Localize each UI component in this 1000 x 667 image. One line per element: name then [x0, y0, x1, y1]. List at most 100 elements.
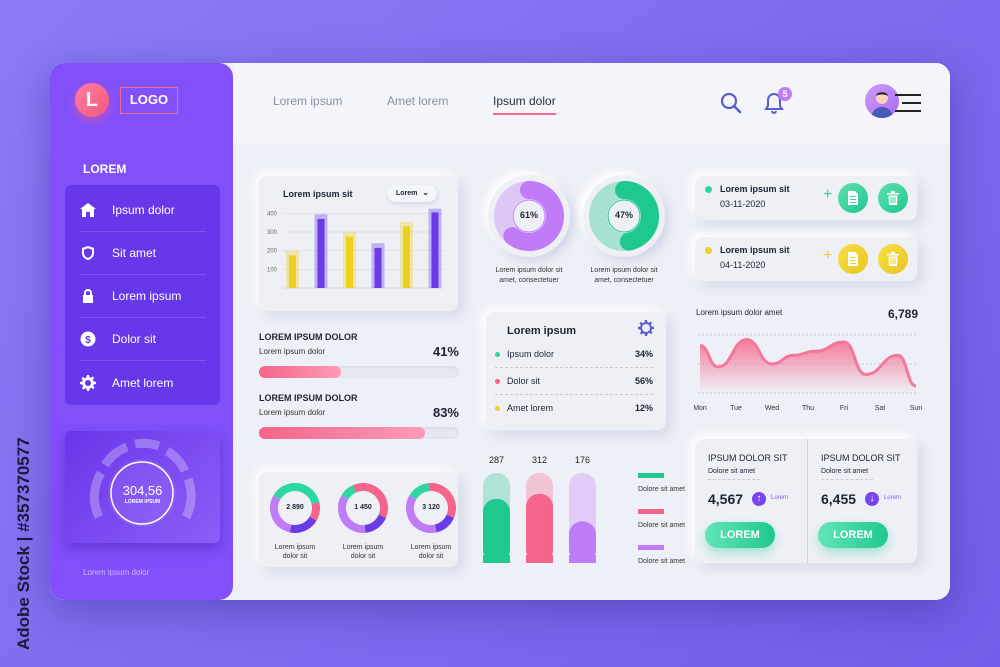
trash-icon — [887, 191, 899, 205]
sidebar-item-label: Sit amet — [112, 246, 157, 260]
progress-fill — [259, 427, 425, 439]
percent-ring: 61% — [488, 175, 570, 257]
donut-caption-line: Lorem ipsum — [274, 544, 316, 551]
donut-caption: Lorem ipsum dolor sit — [264, 543, 326, 561]
plus-icon[interactable]: + — [823, 247, 833, 264]
sidebar-item-label: Ipsum dolor — [112, 203, 175, 217]
donut-caption-line: dolor sit — [282, 553, 308, 560]
x-tick-label: Wed — [765, 405, 779, 411]
legend-swatch — [638, 509, 664, 514]
bell-icon[interactable] — [763, 91, 785, 115]
sidebar-nav: Ipsum dolor Sit amet Lorem ipsum $ Dolor … — [65, 185, 220, 405]
settings-gear-icon[interactable] — [638, 320, 654, 336]
donut-segment — [406, 483, 456, 533]
x-tick-label: Thu — [802, 405, 814, 411]
ring-chart — [494, 181, 564, 251]
legend-swatch — [638, 545, 664, 550]
gauge-value: 304,56 — [122, 483, 163, 498]
y-tick-label: 200 — [267, 249, 278, 255]
stat-action-button[interactable]: LOREM — [818, 522, 888, 548]
tab-ipsum-dolor[interactable]: Ipsum dolor — [493, 94, 556, 115]
donut-segment — [270, 483, 320, 533]
progress-fill — [259, 366, 341, 378]
delete-button[interactable] — [878, 244, 908, 274]
vertical-bars-chart: 287 Dolore sit amet 312 Dolore sit amet 176 D… — [483, 455, 685, 565]
legend-label: Amet lorem — [507, 403, 554, 413]
area-fill — [700, 339, 916, 393]
donut-value: 3 120 — [422, 504, 440, 511]
gear-icon — [80, 374, 96, 391]
delete-button[interactable] — [878, 183, 908, 213]
donut-chart — [406, 483, 456, 533]
progress-section: LOREM IPSUM DOLOR Lorem ipsum dolor 41% … — [259, 332, 459, 454]
stat-action-button[interactable]: LOREM — [705, 522, 775, 548]
donut-value: 1 450 — [354, 504, 372, 511]
legend-row: Ipsum dolor 34% — [495, 348, 653, 368]
task-card: Lorem ipsum sit 04-11-2020 + — [695, 237, 917, 281]
search-icon[interactable] — [719, 91, 743, 115]
svg-text:$: $ — [85, 335, 91, 346]
legend-dot — [495, 352, 500, 357]
period-dropdown[interactable]: Lorem ⌄ — [387, 185, 437, 202]
legend-dot — [495, 379, 500, 384]
avatar[interactable] — [865, 84, 899, 118]
percent-ring: 47% — [583, 175, 665, 257]
dropdown-value: Lorem — [396, 190, 418, 197]
plus-icon[interactable]: + — [823, 186, 833, 203]
logo-badge[interactable]: L — [75, 83, 109, 117]
sidebar-item-lorem-ipsum[interactable]: Lorem ipsum — [80, 275, 206, 318]
stat-subtitle: Dolore sit amet — [708, 468, 760, 480]
ring-caption: Lorem ipsum dolor sit amet, consectetuer — [478, 266, 580, 286]
stat-value: 6,455 — [821, 491, 857, 507]
sidebar-item-sit-amet[interactable]: Sit amet — [80, 232, 206, 275]
sidebar-item-amet-lorem[interactable]: Amet lorem — [80, 361, 206, 404]
stat-subtitle: Dolore sit amet — [821, 468, 873, 480]
tab-amet-lorem[interactable]: Amet lorem — [387, 94, 449, 108]
ring-percent: 61% — [519, 210, 538, 220]
donut-caption-line: Lorem ipsum — [342, 544, 384, 551]
legend-dot — [495, 406, 500, 411]
donut-segment — [338, 483, 388, 533]
tab-lorem-ipsum[interactable]: Lorem ipsum — [273, 94, 343, 108]
bar-chart: 100 200 300 400 — [267, 208, 444, 289]
stat-block: IPSUM DOLOR SIT Dolore sit amet 6,455 ↓ … — [808, 439, 917, 563]
y-tick-label: 100 — [267, 267, 278, 273]
lock-icon — [83, 289, 93, 303]
bar-chart-card: Lorem ipsum sit Lorem ⌄ 100 200 300 400 — [259, 176, 458, 311]
stock-id-watermark: Adobe Stock | #357370577 — [14, 437, 33, 650]
bar — [569, 521, 596, 563]
donut-caption-line: dolor sit — [418, 553, 444, 560]
donut-segment — [338, 483, 388, 533]
top-header: Lorem ipsum Amet lorem Ipsum dolor 5 — [233, 63, 950, 143]
status-dot — [705, 186, 712, 193]
progress-percent: 83% — [432, 405, 459, 420]
donut-value: 2 890 — [286, 504, 304, 511]
task-date: 04-11-2020 — [720, 260, 766, 270]
task-title: Lorem ipsum sit — [720, 184, 790, 194]
stat-title: IPSUM DOLOR SIT — [821, 453, 901, 463]
progress-percent: 41% — [432, 344, 459, 359]
legend-label: Dolore sit amet — [638, 522, 685, 529]
progress-item: LOREM IPSUM DOLOR Lorem ipsum dolor 41% — [259, 332, 459, 393]
donut-item: 3 120 Lorem ipsum dolor sit — [400, 483, 462, 561]
donuts-card: 2 890 Lorem ipsum dolor sit 1 450 Lorem i… — [259, 472, 458, 567]
arrow-up-icon: ↑ — [752, 492, 766, 506]
progress-label: Lorem ipsum dolor — [259, 347, 326, 356]
bar-value-label: 312 — [532, 455, 547, 465]
sidebar-item-dolor-sit[interactable]: $ Dolor sit — [80, 318, 206, 361]
ring-percent: 47% — [614, 210, 633, 220]
sidebar-item-label: Dolor sit — [112, 332, 157, 346]
legend-value: 12% — [634, 403, 653, 413]
trend-label: Lorem — [884, 495, 902, 501]
bar — [403, 226, 410, 288]
progress-title: LOREM IPSUM DOLOR — [259, 393, 358, 403]
donut-caption-line: Lorem ipsum — [410, 544, 452, 551]
legend-value: 34% — [634, 349, 653, 359]
shield-icon — [82, 246, 94, 260]
hamburger-menu-icon[interactable] — [893, 93, 923, 113]
document-button[interactable] — [838, 183, 868, 213]
progress-bar — [259, 366, 459, 378]
sidebar-item-ipsum-dolor[interactable]: Ipsum dolor — [80, 189, 206, 232]
document-button[interactable] — [838, 244, 868, 274]
logo[interactable]: LOGO — [120, 87, 178, 114]
